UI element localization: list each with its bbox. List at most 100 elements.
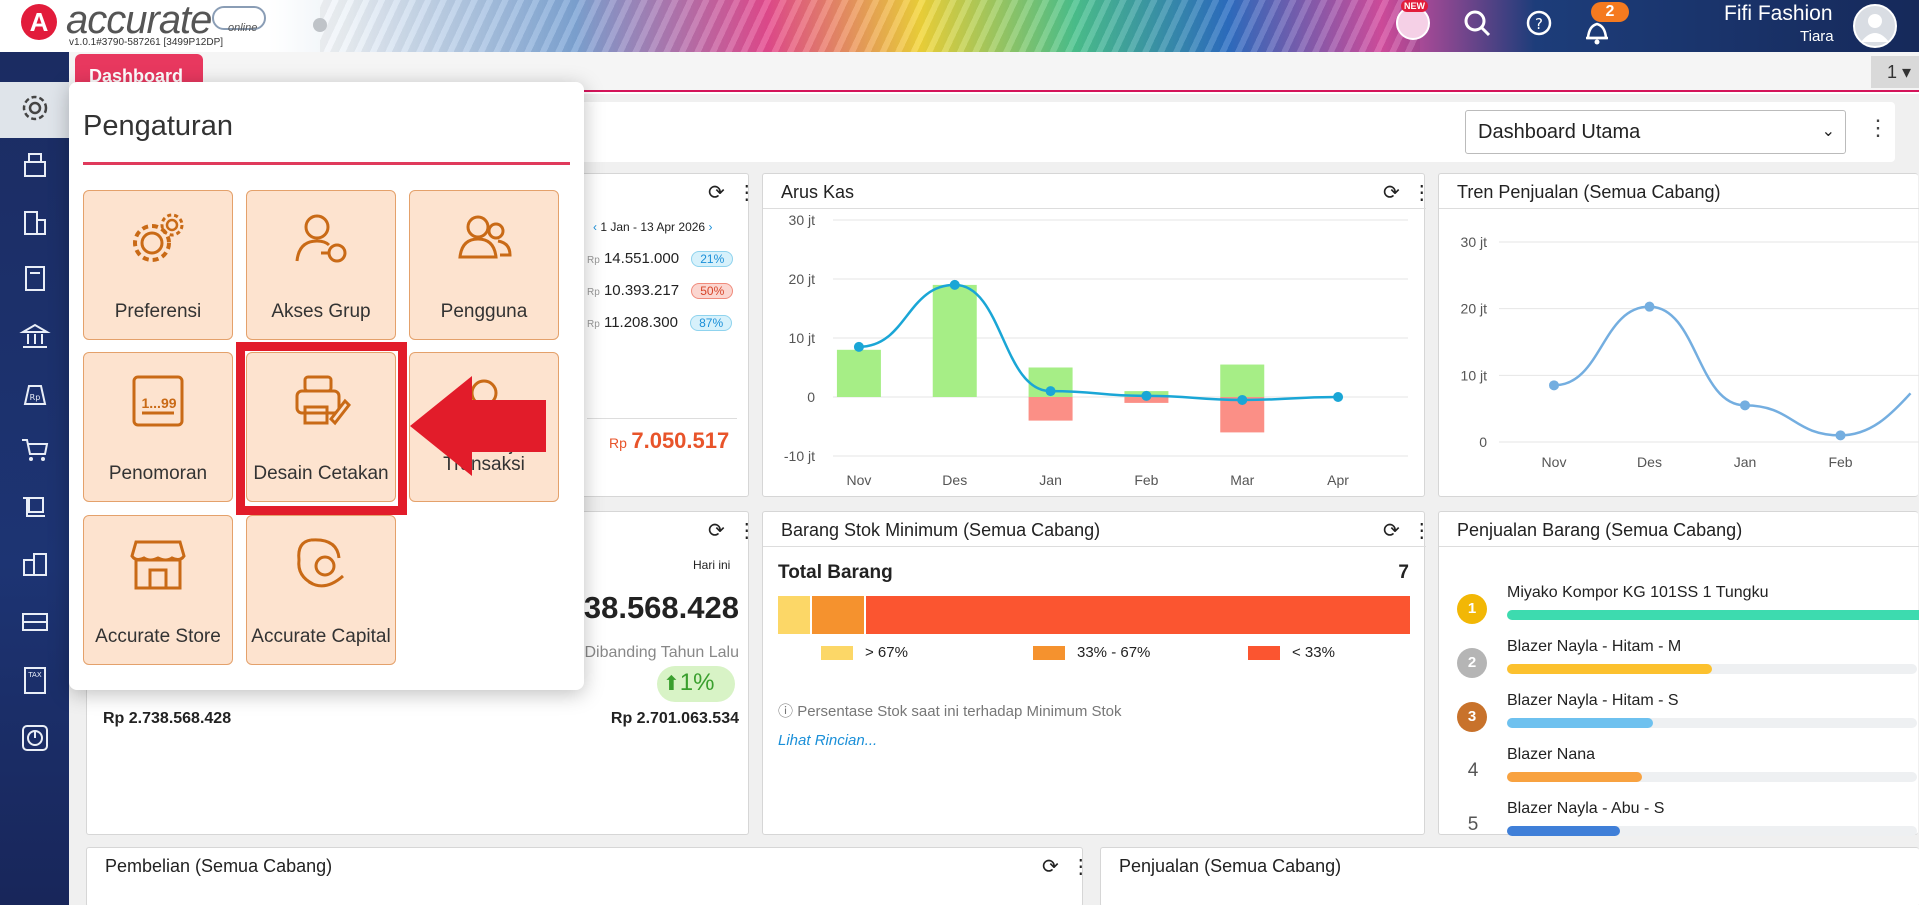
dashboard-more-icon[interactable]: ⋮ (1867, 115, 1889, 140)
search-icon[interactable] (1460, 8, 1494, 42)
legend-label: > 67% (865, 644, 908, 661)
dashboard-select-value: Dashboard Utama (1478, 121, 1641, 143)
net-cash-point (949, 279, 960, 290)
capital-icon (247, 516, 395, 598)
sidebar-warehouse-icon[interactable] (17, 606, 53, 640)
rank-number: 5 (1467, 814, 1479, 835)
ranking-row[interactable]: 4 Blazer Nana (1439, 746, 1919, 794)
sidebar-delivery-icon[interactable] (17, 492, 53, 526)
item-name: Blazer Nayla - Hitam - S (1507, 692, 1679, 709)
x-tick-label: Feb (1828, 454, 1852, 470)
row-value: 11.208.300 (603, 314, 678, 331)
sidebar-cashier-icon[interactable] (17, 148, 53, 182)
stock-bar-low[interactable] (866, 596, 1410, 634)
x-tick-label: Nov (1542, 454, 1567, 470)
stock-bar-high[interactable] (778, 596, 812, 634)
stock-bar[interactable] (778, 596, 1410, 634)
dashboard-select[interactable]: Dashboard Utama ⌄ (1465, 110, 1846, 154)
sidebar-tax-icon[interactable]: TAX (17, 664, 53, 698)
y-tick-label: 30 jt (1461, 234, 1488, 250)
chevron-right-icon[interactable]: › (708, 220, 713, 234)
tile-akses-grup[interactable]: Akses Grup (246, 190, 396, 340)
progress-fill (1507, 772, 1642, 782)
sidebar-inventory-icon[interactable] (17, 548, 53, 582)
sales-trend-point (1835, 430, 1846, 441)
bell-icon[interactable] (1580, 16, 1614, 50)
y-tick-label: 0 (807, 389, 815, 405)
users-icon (410, 191, 558, 273)
settings-title-underline (83, 162, 570, 165)
help-icon[interactable]: ? (1522, 8, 1556, 42)
tile-accurate-store[interactable]: Accurate Store (83, 515, 233, 665)
legend-swatch (821, 646, 853, 661)
currency-prefix: Rp (587, 287, 600, 298)
card-tren-penjualan: Tren Penjualan (Semua Cabang) 30 jt 20 jt… (1438, 173, 1919, 497)
ranking-row[interactable]: 5 Blazer Nayla - Abu - S (1439, 800, 1919, 848)
card-title: Barang Stok Minimum (Semua Cabang) (781, 520, 1101, 540)
tile-preferensi[interactable]: Preferensi (83, 190, 233, 340)
sidebar-building-icon[interactable] (17, 206, 53, 240)
medal-icon: 1 (1457, 594, 1487, 624)
bar-inflow (1220, 364, 1265, 397)
medal-icon: 3 (1457, 702, 1487, 732)
more-icon[interactable]: ⋮ (1070, 856, 1091, 878)
sidebar-bank-icon[interactable] (17, 320, 53, 354)
tile-accurate-capital[interactable]: Accurate Capital (246, 515, 396, 665)
tile-pengguna[interactable]: Pengguna (409, 190, 559, 340)
numbering-icon: 1...99 (84, 353, 232, 435)
sidebar-active-bg (0, 82, 69, 138)
company-name[interactable]: Fifi Fashion (1724, 2, 1833, 25)
tile-penomoran[interactable]: 1...99 Penomoran (83, 352, 233, 502)
divider (763, 208, 1426, 209)
more-icon[interactable]: ⋮ (736, 520, 757, 542)
stock-bar-mid[interactable] (812, 596, 866, 634)
date-range[interactable]: ‹ 1 Jan - 13 Apr 2026 › (593, 220, 712, 234)
ranking-row[interactable]: 3 Blazer Nayla - Hitam - S (1439, 692, 1919, 740)
tile-label: Accurate Store (95, 626, 221, 647)
laba-row-3: Rp 11.208.300 87% (587, 314, 733, 331)
refresh-icon[interactable]: ⟳ (708, 520, 725, 542)
tile-desain-cetakan[interactable]: Desain Cetakan (246, 352, 396, 502)
date-range-text: 1 Jan - 13 Apr 2026 (600, 220, 706, 234)
card-controls: ⟳ ⋮ (1371, 180, 1432, 205)
detail-link[interactable]: Lihat Rincian... (778, 732, 878, 749)
card-title: Arus Kas (781, 182, 855, 202)
tab-counter-dropdown[interactable]: 1 ▾ (1871, 56, 1919, 88)
notification-count-badge: 2 (1591, 2, 1629, 22)
ranking-row[interactable]: 2 Blazer Nayla - Hitam - M (1439, 638, 1919, 686)
sidebar-money-bag-icon[interactable]: Rp (17, 378, 53, 412)
refresh-icon[interactable]: ⟳ (1042, 856, 1059, 878)
item-name: Blazer Nayla - Hitam - M (1507, 638, 1682, 655)
card-title: Penjualan Barang (Semua Cabang) (1457, 520, 1743, 540)
refresh-icon[interactable]: ⟳ (708, 182, 725, 204)
store-icon (84, 516, 232, 598)
x-tick-label: Nov (846, 472, 871, 488)
sidebar-book-icon[interactable] (17, 262, 53, 296)
refresh-icon[interactable]: ⟳ (1383, 520, 1400, 542)
big-value: 38.568.428 (583, 590, 739, 625)
printer-design-icon (247, 353, 395, 435)
chevron-down-icon: ⌄ (1821, 123, 1835, 140)
more-icon[interactable]: ⋮ (736, 182, 757, 204)
svg-text:TAX: TAX (27, 671, 42, 679)
sidebar-report-icon[interactable] (17, 722, 53, 756)
tile-label: Desain Cetakan (253, 463, 389, 484)
more-icon[interactable]: ⋮ (1411, 520, 1432, 542)
refresh-icon[interactable]: ⟳ (1383, 182, 1400, 204)
accurate-logo-icon[interactable]: A (21, 4, 57, 40)
card-controls: ⟳ ⋮ (1371, 518, 1432, 543)
legend-swatch (1248, 646, 1280, 661)
tile-label: Accurate Capital (251, 626, 391, 647)
progress-fill (1507, 718, 1653, 728)
sidebar-cart-icon[interactable] (17, 434, 53, 468)
card-laba-controls: ⟳ ⋮ (696, 180, 757, 205)
tile-label: Preferensi (114, 301, 202, 322)
sidebar-settings-gear-icon[interactable] (17, 92, 53, 126)
card-title: Penjualan (Semua Cabang) (1119, 856, 1342, 876)
ranking-row[interactable]: 1 Miyako Kompor KG 101SS 1 Tungku (1439, 584, 1919, 632)
user-avatar[interactable] (1853, 4, 1897, 48)
card-controls: ⟳ ⋮ (1030, 854, 1091, 879)
more-icon[interactable]: ⋮ (1411, 182, 1432, 204)
chevron-left-icon[interactable]: ‹ (593, 220, 597, 234)
progress-track (1507, 826, 1917, 836)
